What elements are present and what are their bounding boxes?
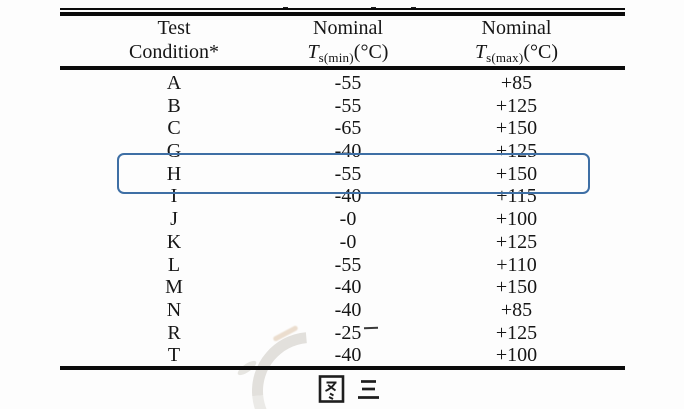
header-formula: Ts(max)(°C) — [408, 40, 625, 70]
cell-tmax: +100 — [495, 208, 538, 231]
cell-condition: L — [167, 253, 181, 276]
table-row: L -55 +110 — [60, 254, 625, 277]
header-cell-nominal-tsmin: Nominal Ts(min)(°C) — [288, 16, 408, 70]
cell-tmax: +100 — [495, 344, 538, 367]
cell-tmin: -40 — [334, 298, 362, 321]
header-text: Condition* — [128, 41, 219, 63]
table-top-rule-thin — [60, 8, 625, 10]
t-symbol: T — [307, 41, 319, 63]
cell-tmax: +125 — [495, 94, 538, 117]
cell-condition: H — [166, 162, 182, 185]
cell-tmin: -40 — [334, 276, 362, 299]
header-cell-test-condition: Test Condition* — [60, 16, 288, 70]
cell-tmax: +125 — [495, 140, 538, 163]
cell-tmin: -25 — [334, 321, 362, 344]
cell-tmin: -0 — [339, 230, 357, 253]
cell-tmax: +150 — [495, 276, 538, 299]
cell-condition: J — [170, 208, 178, 231]
table-header-row: Test Condition* Nominal Ts(min)(°C) Nomi… — [60, 16, 625, 70]
table-row: B -55 +125 — [60, 95, 625, 118]
table-row-highlighted: H -55 +150 — [60, 163, 625, 186]
t-subscript: s(max) — [486, 50, 524, 65]
cell-tmin: -0 — [339, 208, 357, 231]
unit-label: (°C) — [353, 41, 389, 63]
cell-tmax: +115 — [496, 185, 537, 208]
cell-tmin: -55 — [334, 72, 362, 94]
cell-condition: T — [167, 344, 181, 367]
cell-condition: K — [166, 230, 182, 253]
cjk-caption-glyphs — [318, 375, 379, 403]
cell-condition: I — [170, 185, 178, 208]
cell-tmax: +85 — [500, 72, 533, 94]
cell-tmax: +125 — [495, 321, 538, 344]
cell-condition: R — [167, 321, 181, 344]
table-bottom-rule — [60, 366, 625, 370]
highlight-rectangle — [117, 153, 590, 194]
cell-tmin: -40 — [334, 185, 362, 208]
header-formula: Ts(min)(°C) — [288, 40, 408, 70]
cell-tmin: -65 — [334, 117, 362, 140]
t-subscript: s(min) — [318, 50, 354, 65]
table-row: A -55 +85 — [60, 72, 625, 95]
cell-tmax: +125 — [495, 230, 538, 253]
cell-tmax: +110 — [496, 253, 537, 276]
header-text: Test — [157, 17, 191, 39]
cell-tmin: -55 — [334, 94, 362, 117]
table-row: N -40 +85 — [60, 299, 625, 322]
table-row: J -0 +100 — [60, 208, 625, 231]
table-row: G -40 +125 — [60, 140, 625, 163]
table-row: I -40 +115 — [60, 185, 625, 208]
cell-condition: G — [166, 140, 182, 163]
table-row: C -65 +150 — [60, 117, 625, 140]
cell-condition: B — [167, 94, 181, 117]
table-row: T -40 +100 — [60, 344, 625, 367]
header-text: Nominal — [313, 17, 383, 39]
header-text: Nominal — [481, 17, 552, 39]
header-cell-nominal-tsmax: Nominal Ts(max)(°C) — [408, 16, 625, 70]
cell-condition: C — [167, 117, 181, 140]
temperature-table-body: A -55 +85 B -55 +125 C -65 +150 G -40 +1… — [60, 72, 625, 367]
cell-tmax: +150 — [495, 117, 538, 140]
header-divider-rule — [60, 66, 625, 70]
cell-tmin: -40 — [334, 344, 362, 367]
cell-condition: M — [165, 276, 183, 299]
figure-caption: 图 三 — [316, 374, 388, 405]
t-symbol: T — [474, 41, 487, 63]
cell-tmin: -55 — [334, 162, 362, 185]
table-row: M -40 +150 — [60, 276, 625, 299]
cell-tmax: +150 — [495, 162, 538, 185]
table-row: R -25 +125 — [60, 322, 625, 345]
table-row: K -0 +125 — [60, 231, 625, 254]
table-top-rule-thick — [60, 12, 625, 16]
cell-condition: N — [166, 298, 182, 321]
cell-tmax: +85 — [500, 298, 533, 321]
cell-condition: A — [166, 72, 182, 94]
unit-label: (°C) — [523, 41, 559, 63]
cell-tmin: -55 — [334, 253, 362, 276]
cell-tmin: -40 — [334, 140, 362, 163]
